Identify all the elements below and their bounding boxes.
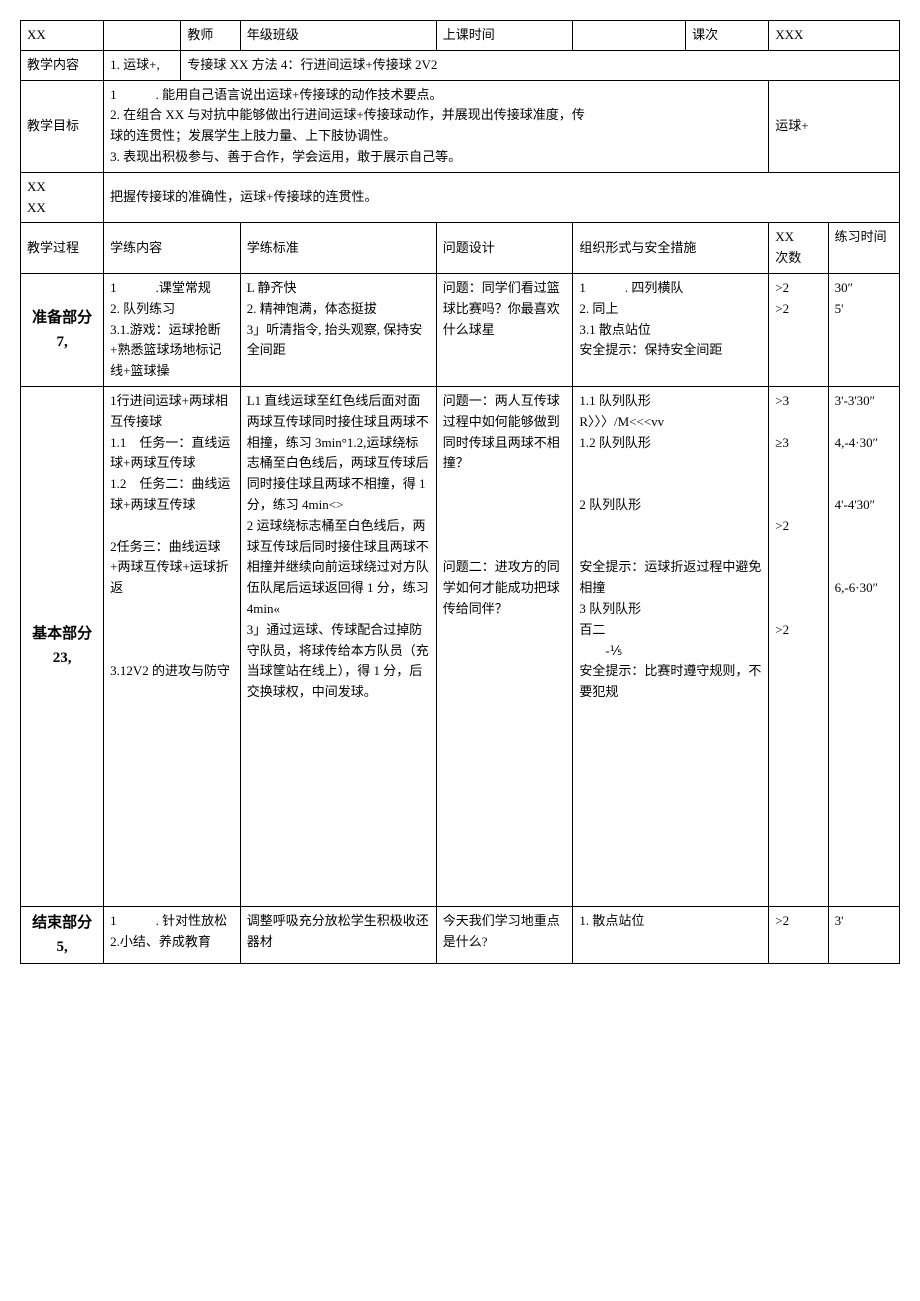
ph-c4: 组织形式与安全措施 <box>573 223 769 274</box>
ph-c1: 学练内容 <box>104 223 241 274</box>
ph-c2: 学练标准 <box>240 223 436 274</box>
content-item2: 专接球 XX 方法 4：行进间运球+传接球 2V2 <box>181 50 900 80</box>
basic-duration: 3'-3'30″ 4,-4·30″ 4'-4'30″ 6,-6·30″ <box>828 386 899 906</box>
content-item1: 1. 运球+, <box>104 50 181 80</box>
end-question: 今天我们学习地重点是什么? <box>436 906 573 963</box>
prep-duration: 30″ 5' <box>828 273 899 386</box>
end-times: >2 <box>769 906 828 963</box>
end-label: 结束部分 5, <box>21 906 104 963</box>
goals-row: 教学目标 1 . 能用自己语言说出运球+传接球的动作技术要点。 2. 在组合 X… <box>21 80 900 172</box>
key-text: 把握传接球的准确性，运球+传接球的连贯性。 <box>104 172 900 223</box>
content-row: 教学内容 1. 运球+, 专接球 XX 方法 4：行进间运球+传接球 2V2 <box>21 50 900 80</box>
process-header-row: 教学过程 学练内容 学练标准 问题设计 组织形式与安全措施 XX 次数 练习时间 <box>21 223 900 274</box>
ph-c6: 练习时间 <box>828 223 899 274</box>
end-row: 结束部分 5, 1 . 针对性放松 2.小结、养成教育 调整呼吸充分放松学生积极… <box>21 906 900 963</box>
process-label: 教学过程 <box>21 223 104 274</box>
prep-question: 问题：同学们看过篮球比赛吗？你最喜欢什么球星 <box>436 273 573 386</box>
key-label: XX XX <box>21 172 104 223</box>
content-label: 教学内容 <box>21 50 104 80</box>
goal-line4: 3. 表现出积极参与、善于合作，学会运用，敢于展示自己等。 <box>110 147 762 168</box>
end-duration: 3' <box>828 906 899 963</box>
header-row: XX 教师 年级班级 上课时间 课次 XXX <box>21 21 900 51</box>
end-content: 1 . 针对性放松 2.小结、养成教育 <box>104 906 241 963</box>
time-label: 上课时间 <box>436 21 573 51</box>
prep-content: 1 .课堂常规 2. 队列练习 3.1.游戏：运球抢断+熟悉篮球场地标记线+篮球… <box>104 273 241 386</box>
basic-row: 基本部分 23, 1行进间运球+两球相互传接球 1.1 任务一：直线运球+两球互… <box>21 386 900 906</box>
prep-times: >2 >2 <box>769 273 828 386</box>
basic-question: 问题一：两人互传球过程中如何能够做到同时传球且两球不相撞？ 问题二：进攻方的同学… <box>436 386 573 906</box>
blank1 <box>104 21 181 51</box>
lesson-num-val: XXX <box>769 21 900 51</box>
ph-c5: XX 次数 <box>769 223 828 274</box>
goal-line3: 球的连贯性；发展学生上肢力量、上下肢协调性。 <box>110 126 762 147</box>
lesson-plan-table: XX 教师 年级班级 上课时间 课次 XXX 教学内容 1. 运球+, 专接球 … <box>20 20 900 964</box>
grade-label: 年级班级 <box>240 21 436 51</box>
basic-times: >3 ≥3 >2 >2 <box>769 386 828 906</box>
blank2 <box>573 21 686 51</box>
teacher-label: 教师 <box>181 21 240 51</box>
lesson-num-label: 课次 <box>686 21 769 51</box>
key-row: XX XX 把握传接球的准确性，运球+传接球的连贯性。 <box>21 172 900 223</box>
goals-label: 教学目标 <box>21 80 104 172</box>
end-standard: 调整呼吸充分放松学生积极收还器材 <box>240 906 436 963</box>
prep-row: 准备部分 7, 1 .课堂常规 2. 队列练习 3.1.游戏：运球抢断+熟悉篮球… <box>21 273 900 386</box>
prep-label: 准备部分 7, <box>21 273 104 386</box>
basic-label: 基本部分 23, <box>21 386 104 906</box>
school-cell: XX <box>21 21 104 51</box>
basic-content: 1行进间运球+两球相互传接球 1.1 任务一：直线运球+两球互传球 1.2 任务… <box>104 386 241 906</box>
goals-text: 1 . 能用自己语言说出运球+传接球的动作技术要点。 2. 在组合 XX 与对抗… <box>104 80 769 172</box>
basic-org: 1.1 队列队形 R〉〉〉/M<<<vv 1.2 队列队形 2 队列队形 安全提… <box>573 386 769 906</box>
prep-org: 1 . 四列横队 2. 同上 3.1 散点站位 安全提示：保持安全间距 <box>573 273 769 386</box>
prep-standard: L 静齐快 2. 精神饱满，体态挺拔 3」听清指令, 抬头观察, 保持安全间距 <box>240 273 436 386</box>
goal-line2: 2. 在组合 XX 与对抗中能够做出行进间运球+传接球动作，并展现出传接球准度，… <box>110 105 762 126</box>
basic-standard: L1 直线运球至红色线后面对面两球互传球同时接住球且两球不相撞，练习 3min°… <box>240 386 436 906</box>
end-org: 1. 散点站位 <box>573 906 769 963</box>
goal-line1: 1 . 能用自己语言说出运球+传接球的动作技术要点。 <box>110 85 762 106</box>
goals-right: 运球+ <box>769 80 900 172</box>
ph-c3: 问题设计 <box>436 223 573 274</box>
